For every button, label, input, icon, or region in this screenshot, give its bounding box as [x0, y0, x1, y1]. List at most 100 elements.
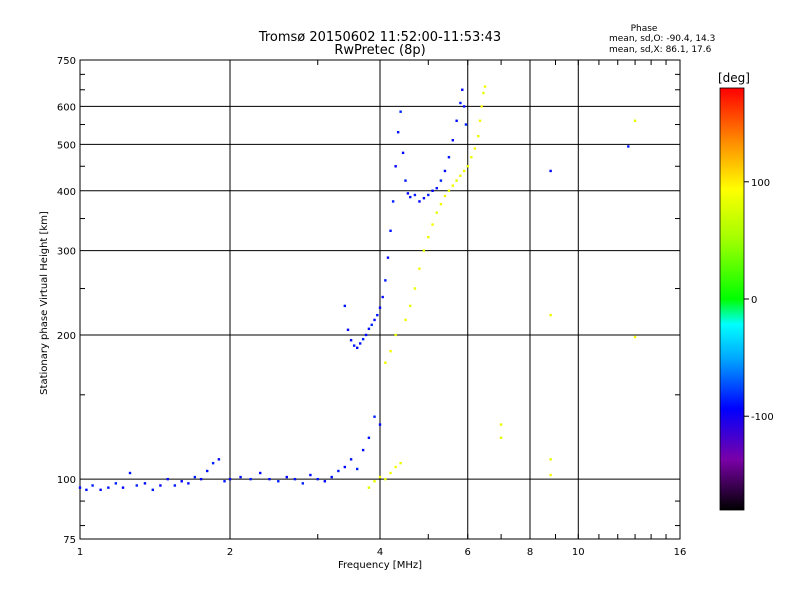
data-point-o [121, 486, 125, 489]
data-point-o [223, 480, 226, 483]
data-point-o [373, 415, 376, 418]
data-point-o [413, 193, 417, 197]
data-point-o [381, 295, 384, 299]
data-point-x [373, 480, 376, 483]
phase-info-o: mean, sd,O: -90.4, 14.3 [609, 34, 715, 44]
data-point-o [409, 195, 412, 199]
colorbar-tick-label: 100 [751, 178, 770, 189]
data-point-o [367, 436, 371, 439]
data-point-o [355, 467, 359, 471]
data-point-o [349, 458, 353, 461]
data-point-o [435, 186, 438, 190]
data-point-o [394, 165, 397, 168]
data-point-o [187, 482, 190, 485]
data-points [78, 85, 637, 492]
data-point-o [406, 192, 410, 195]
data-point-o [173, 484, 177, 487]
colorbar-ticks: 100 0 -100 [744, 178, 774, 423]
data-point-o [114, 482, 118, 485]
data-point-o [373, 318, 376, 322]
data-point-o [166, 477, 169, 481]
data-point-o [378, 423, 382, 426]
data-point-o [249, 477, 252, 481]
data-point-o [401, 151, 405, 155]
data-point-x [482, 91, 485, 95]
x-axis-title: Frequency [MHz] [338, 560, 422, 571]
data-point-o [378, 306, 382, 309]
data-point-o [370, 323, 373, 327]
data-point-x [499, 436, 503, 439]
x-tick-label: 6 [465, 547, 471, 558]
data-point-o [91, 484, 94, 487]
data-point-x [427, 235, 430, 239]
data-point-x [478, 119, 482, 122]
data-point-o [277, 480, 280, 483]
data-point-x [451, 184, 455, 187]
data-point-o [78, 486, 82, 489]
data-point-o [259, 471, 262, 475]
data-point-x [459, 174, 462, 177]
data-point-o [459, 101, 462, 105]
y-tick-label: 600 [57, 102, 76, 113]
data-point-o [199, 477, 203, 481]
x-tick-label: 1 [77, 547, 83, 558]
data-point-o [293, 477, 297, 481]
data-point-o [439, 179, 443, 182]
data-point-o [143, 482, 147, 485]
data-point-x [633, 335, 637, 339]
data-point-o [217, 458, 221, 461]
y-axis: 75 100 200 300 400 500 600 750 [57, 56, 680, 546]
data-point-o [422, 196, 426, 200]
data-point-x [389, 471, 392, 475]
data-point-o [376, 313, 379, 317]
x-tick-label: 2 [227, 547, 233, 558]
data-point-x [470, 156, 473, 159]
data-point-x [413, 287, 417, 290]
data-point-x [378, 475, 382, 479]
data-point-o [323, 480, 327, 483]
data-point-o [464, 123, 468, 126]
data-point-o [337, 469, 340, 473]
data-point-o [389, 229, 392, 232]
data-point-o [404, 179, 407, 182]
data-point-o [361, 448, 365, 452]
data-point-o [358, 342, 362, 345]
data-point-o [361, 337, 365, 341]
data-point-x [404, 318, 407, 322]
data-point-o [399, 110, 402, 113]
data-point-o [386, 256, 390, 259]
data-point-o [352, 344, 356, 347]
colorbar-tick-label: 0 [751, 295, 757, 306]
data-point-o [391, 200, 395, 203]
y-tick-label: 400 [57, 187, 76, 198]
data-point-x [384, 477, 387, 481]
data-point-o [99, 488, 102, 492]
data-point-o [349, 339, 353, 342]
data-point-o [228, 477, 232, 481]
chart-title: Tromsø 20150602 11:52:00-11:53:43 [258, 30, 501, 45]
chart-subtitle: RwPretec (8p) [334, 43, 425, 58]
data-point-x [422, 249, 426, 252]
data-point-o [462, 105, 466, 108]
data-point-x [394, 333, 397, 337]
data-point-x [455, 179, 458, 182]
data-point-x [384, 361, 387, 364]
y-axis-title: Stationary phase Virtual Height [km] [39, 211, 50, 395]
data-point-o [193, 475, 197, 479]
data-point-x [549, 473, 552, 477]
data-point-o [316, 477, 319, 481]
y-tick-label: 500 [57, 140, 76, 151]
data-point-o [367, 327, 371, 331]
data-point-o [343, 304, 347, 308]
data-point-x [435, 211, 438, 214]
colorbar-label: [deg] [718, 71, 750, 85]
y-tick-label: 75 [63, 535, 76, 546]
data-point-o [396, 131, 400, 134]
data-point-x [473, 147, 477, 150]
data-point-o [135, 484, 138, 487]
data-point-x [439, 202, 443, 206]
data-point-o [268, 477, 271, 481]
x-tick-label: 4 [377, 547, 383, 558]
